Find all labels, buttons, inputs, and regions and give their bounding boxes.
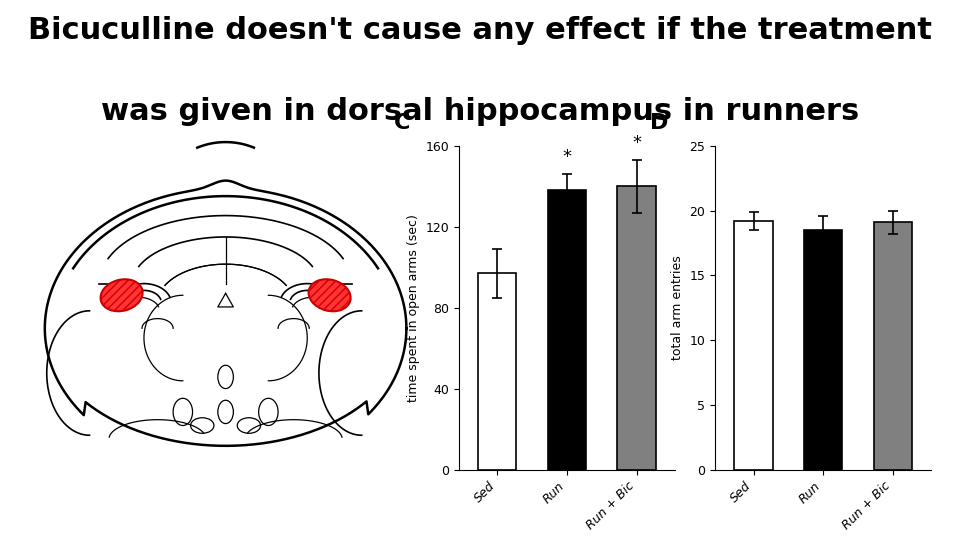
Text: Bicuculline doesn't cause any effect if the treatment: Bicuculline doesn't cause any effect if … <box>28 16 932 45</box>
Bar <box>548 191 586 470</box>
Y-axis label: time spent in open arms (sec): time spent in open arms (sec) <box>407 214 420 402</box>
Bar <box>874 222 912 470</box>
Ellipse shape <box>308 279 350 311</box>
Bar <box>804 230 842 470</box>
Bar <box>617 186 656 470</box>
Bar <box>734 221 773 470</box>
Y-axis label: total arm entries: total arm entries <box>671 255 684 360</box>
Ellipse shape <box>101 279 143 311</box>
Text: C: C <box>394 113 411 133</box>
Text: *: * <box>563 148 571 166</box>
Text: D: D <box>651 113 669 133</box>
Text: was given in dorsal hippocampus in runners: was given in dorsal hippocampus in runne… <box>101 97 859 126</box>
Bar <box>478 273 516 470</box>
Text: *: * <box>632 134 641 152</box>
